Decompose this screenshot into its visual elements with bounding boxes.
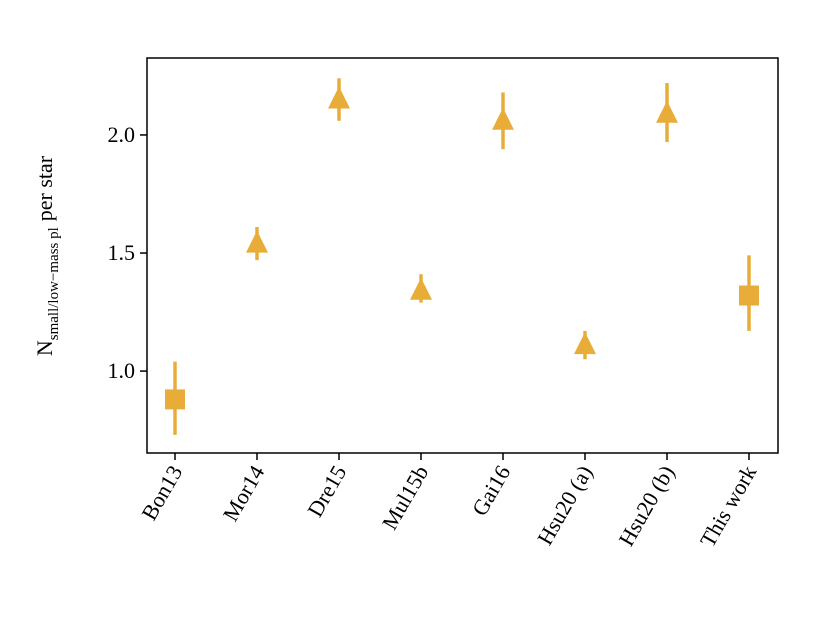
y-label-rest: per star [32, 155, 57, 221]
marker-triangle [328, 86, 350, 109]
y-tick-label: 2.0 [108, 122, 136, 147]
y-tick-label: 1.5 [108, 240, 136, 265]
y-tick-label: 1.0 [108, 358, 136, 383]
y-label-main: N [32, 340, 57, 356]
marker-triangle [410, 277, 432, 300]
marker-triangle [246, 230, 268, 253]
x-tick-label: Dre15 [302, 461, 351, 521]
marker-square [739, 285, 759, 306]
marker-triangle [656, 100, 678, 123]
x-tick-label: This work [695, 461, 762, 551]
y-label-sub: small/low−mass pl [46, 227, 62, 340]
y-axis-label: Nsmall/low−mass pl per star [32, 155, 62, 356]
marker-triangle [492, 107, 514, 130]
x-tick-label: Mul15b [377, 461, 433, 534]
x-tick-label: Gai16 [467, 461, 516, 520]
marker-triangle [574, 332, 596, 355]
x-tick-label: Mor14 [218, 461, 270, 525]
plot-frame [146, 57, 779, 454]
x-tick-label: Hsu20 (a) [532, 461, 597, 549]
marker-square [165, 389, 185, 410]
x-tick-label: Bon13 [136, 461, 187, 524]
x-tick-label: Hsu20 (b) [613, 461, 679, 550]
